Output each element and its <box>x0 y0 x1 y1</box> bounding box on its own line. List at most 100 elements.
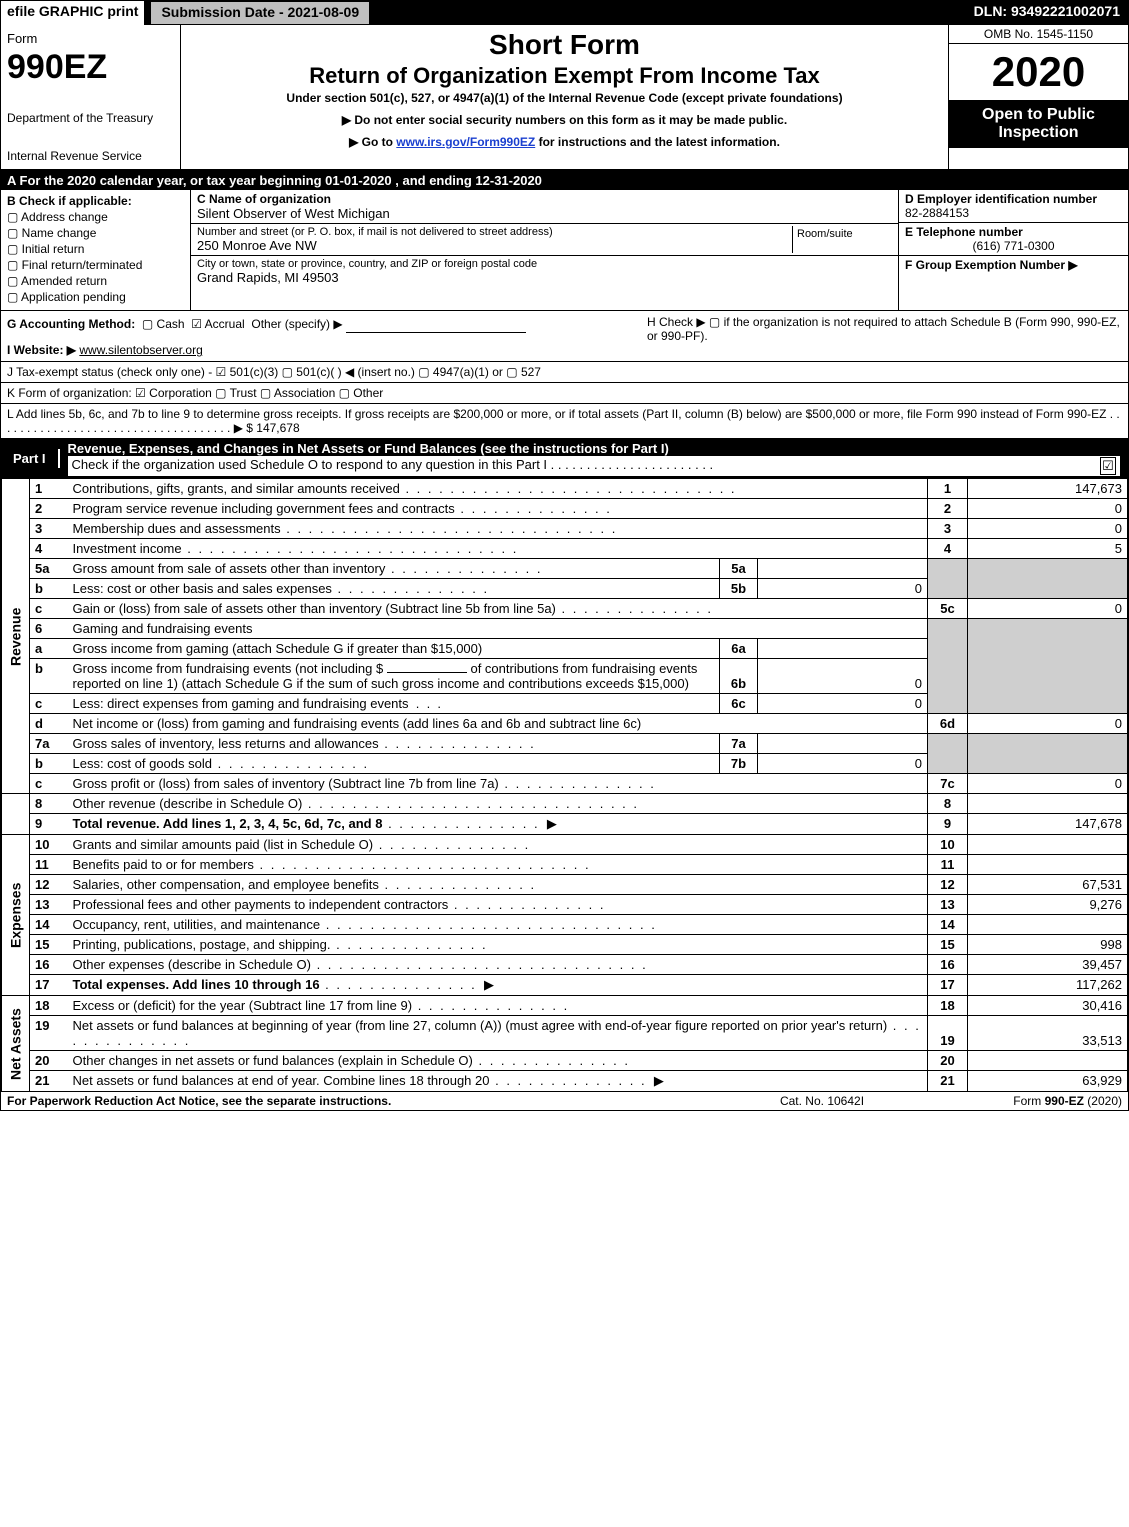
dln-label: DLN: 93492221002071 <box>966 1 1128 25</box>
line-5a: 5a Gross amount from sale of assets othe… <box>2 559 1128 579</box>
city-row: City or town, state or province, country… <box>191 256 898 287</box>
efile-print-label[interactable]: efile GRAPHIC print <box>1 1 144 25</box>
l6c-sv: 0 <box>758 694 928 714</box>
l8-desc: Other revenue (describe in Schedule O) <box>68 794 928 814</box>
l4-rn: 4 <box>928 539 968 559</box>
l5ab-grey <box>928 559 968 599</box>
top-strip-spacer <box>370 1 966 25</box>
l12-rn: 12 <box>928 875 968 895</box>
l5c-num: c <box>30 599 68 619</box>
form-990ez-page: efile GRAPHIC print Submission Date - 20… <box>0 0 1129 1111</box>
submission-date-button[interactable]: Submission Date - 2021-08-09 <box>150 1 370 25</box>
sidebar-revenue: Revenue <box>2 479 30 794</box>
l6b-sn: 6b <box>720 659 758 694</box>
l18-num: 18 <box>30 996 68 1016</box>
l1-amt: 147,673 <box>968 479 1128 499</box>
chk-name-change[interactable]: ▢ Name change <box>7 226 184 240</box>
l10-amt <box>968 835 1128 855</box>
form-label: Form <box>7 31 174 46</box>
l5a-sv <box>758 559 928 579</box>
chk-final-return[interactable]: ▢ Final return/terminated <box>7 258 184 272</box>
l3-amt: 0 <box>968 519 1128 539</box>
l4-desc: Investment income <box>68 539 928 559</box>
line-5c: c Gain or (loss) from sale of assets oth… <box>2 599 1128 619</box>
page-footer: For Paperwork Reduction Act Notice, see … <box>1 1092 1128 1110</box>
dept-treasury: Department of the Treasury <box>7 111 174 125</box>
line-9: 9 Total revenue. Add lines 1, 2, 3, 4, 5… <box>2 814 1128 835</box>
g-label: G Accounting Method: <box>7 317 135 331</box>
city-value: Grand Rapids, MI 49503 <box>197 270 892 285</box>
line-g: G Accounting Method: ▢ Cash ☑ Accrual Ot… <box>1 311 641 361</box>
l6b-blank[interactable] <box>387 672 467 673</box>
l7b-desc-text: Less: cost of goods sold <box>73 756 370 771</box>
lines-table: Revenue 1 Contributions, gifts, grants, … <box>1 478 1128 1092</box>
l7b-sv: 0 <box>758 754 928 774</box>
goto-pre: ▶ Go to <box>349 135 396 149</box>
chk-initial-return[interactable]: ▢ Initial return <box>7 242 184 256</box>
line-4: 4 Investment income 4 5 <box>2 539 1128 559</box>
website-link[interactable]: www.silentobserver.org <box>79 343 202 357</box>
l15-desc: Printing, publications, postage, and shi… <box>68 935 928 955</box>
l16-num: 16 <box>30 955 68 975</box>
l20-desc: Other changes in net assets or fund bala… <box>68 1051 928 1071</box>
l13-amt: 9,276 <box>968 895 1128 915</box>
l7c-rn: 7c <box>928 774 968 794</box>
room-suite: Room/suite <box>792 226 892 253</box>
l14-rn: 14 <box>928 915 968 935</box>
l12-amt: 67,531 <box>968 875 1128 895</box>
l17-desc-text: Total expenses. Add lines 10 through 16 <box>73 977 320 992</box>
header-right: OMB No. 1545-1150 2020 Open to Public In… <box>948 25 1128 169</box>
header-center: Short Form Return of Organization Exempt… <box>181 25 948 169</box>
l6d-desc: Net income or (loss) from gaming and fun… <box>68 714 928 734</box>
chk-application-pending[interactable]: ▢ Application pending <box>7 290 184 304</box>
l6b-d1: Gross income from fundraising events (no… <box>73 661 384 676</box>
chk-address-change[interactable]: ▢ Address change <box>7 210 184 224</box>
g-other-input[interactable] <box>346 315 526 333</box>
l6a-num: a <box>30 639 68 659</box>
l21-amt: 63,929 <box>968 1071 1128 1092</box>
ein-value: 82-2884153 <box>905 206 1122 220</box>
l6a-desc: Gross income from gaming (attach Schedul… <box>68 639 720 659</box>
chk-amended-return[interactable]: ▢ Amended return <box>7 274 184 288</box>
section-def: D Employer identification number 82-2884… <box>898 190 1128 310</box>
l17-num: 17 <box>30 975 68 996</box>
ein-row: D Employer identification number 82-2884… <box>899 190 1128 223</box>
line-7c: c Gross profit or (loss) from sales of i… <box>2 774 1128 794</box>
l5b-desc: Less: cost or other basis and sales expe… <box>68 579 720 599</box>
line-2: 2 Program service revenue including gove… <box>2 499 1128 519</box>
chk-initial-return-label: Initial return <box>22 242 85 256</box>
l5b-num: b <box>30 579 68 599</box>
l15-rn: 15 <box>928 935 968 955</box>
l21-num: 21 <box>30 1071 68 1092</box>
l2-num: 2 <box>30 499 68 519</box>
l20-num: 20 <box>30 1051 68 1071</box>
l14-num: 14 <box>30 915 68 935</box>
l5a-sn: 5a <box>720 559 758 579</box>
goto-link[interactable]: www.irs.gov/Form990EZ <box>396 135 535 149</box>
line-20: 20 Other changes in net assets or fund b… <box>2 1051 1128 1071</box>
part1-tag: Part I <box>1 449 60 468</box>
part1-check[interactable]: ☑ <box>1100 457 1116 475</box>
g-other[interactable]: Other (specify) ▶ <box>251 317 342 331</box>
title-return-exempt: Return of Organization Exempt From Incom… <box>187 63 942 89</box>
g-accrual[interactable]: Accrual <box>205 317 245 331</box>
l7a-sn: 7a <box>720 734 758 754</box>
l19-desc: Net assets or fund balances at beginning… <box>68 1016 928 1051</box>
title-short-form: Short Form <box>187 29 942 61</box>
l19-num: 19 <box>30 1016 68 1051</box>
ein-label: D Employer identification number <box>905 192 1122 206</box>
line-21: 21 Net assets or fund balances at end of… <box>2 1071 1128 1092</box>
org-name-row: C Name of organization Silent Observer o… <box>191 190 898 224</box>
footer-right: Form 990-EZ (2020) <box>922 1094 1122 1108</box>
line-13: 13 Professional fees and other payments … <box>2 895 1128 915</box>
l14-amt <box>968 915 1128 935</box>
l9-rn: 9 <box>928 814 968 835</box>
l6b-sv: 0 <box>758 659 928 694</box>
part1-header: Part I Revenue, Expenses, and Changes in… <box>1 439 1128 478</box>
l19-rn: 19 <box>928 1016 968 1051</box>
l1-desc-text: Contributions, gifts, grants, and simila… <box>73 481 737 496</box>
goto-post: for instructions and the latest informat… <box>535 135 780 149</box>
line-a-taxyear: A For the 2020 calendar year, or tax yea… <box>1 171 1128 190</box>
l11-num: 11 <box>30 855 68 875</box>
g-cash[interactable]: Cash <box>157 317 185 331</box>
